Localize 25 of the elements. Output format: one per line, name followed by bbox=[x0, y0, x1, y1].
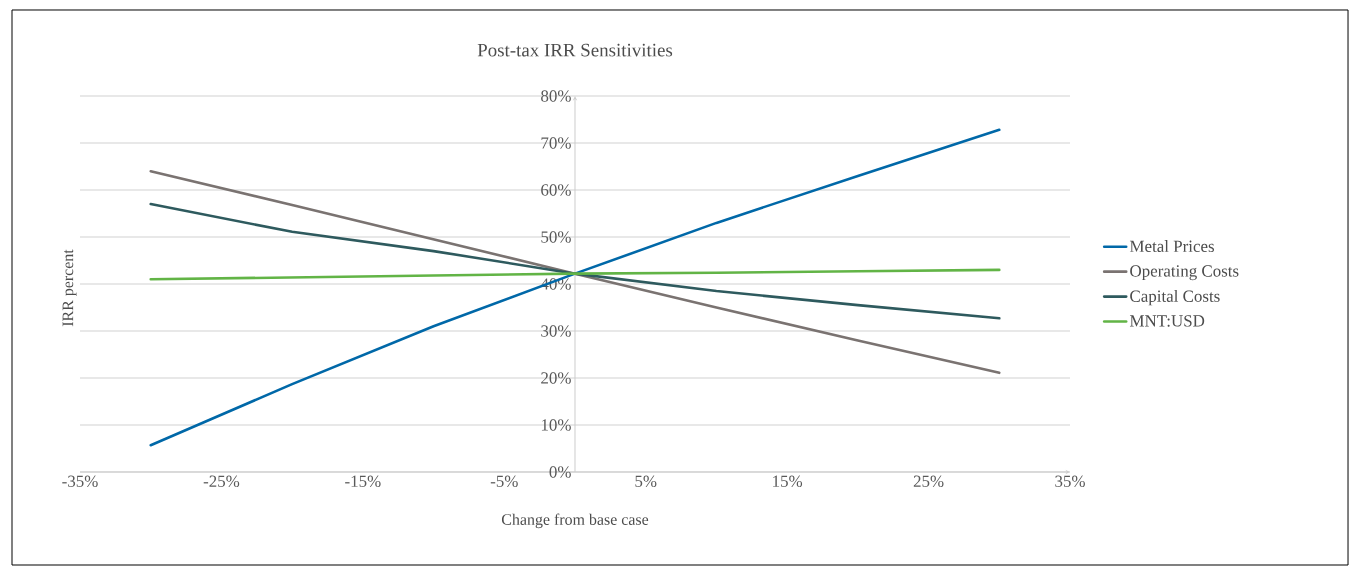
x-tick-label: -5% bbox=[490, 475, 518, 487]
legend-label: Metal Prices bbox=[1129, 240, 1214, 252]
x-tick-label: -35% bbox=[62, 475, 98, 487]
y-tick-label: 60% bbox=[541, 184, 571, 196]
y-tick-label: 80% bbox=[541, 90, 571, 102]
x-tick-label: 25% bbox=[913, 475, 944, 487]
x-tick-label: 35% bbox=[1055, 475, 1085, 487]
x-tick-label: 5% bbox=[635, 475, 657, 487]
y-tick-label: 30% bbox=[541, 325, 571, 337]
legend-label: MNT:USD bbox=[1129, 315, 1205, 327]
x-tick-label: -25% bbox=[203, 475, 240, 487]
legend-label: Operating Costs bbox=[1130, 265, 1239, 281]
y-tick-label: 20% bbox=[541, 372, 571, 384]
x-axis-title: Change from base case bbox=[501, 513, 649, 529]
y-tick-label: 70% bbox=[541, 137, 571, 149]
x-tick-label: 15% bbox=[773, 475, 803, 487]
line-series bbox=[149, 202, 1001, 320]
x-tick-label: -15% bbox=[345, 475, 381, 487]
y-tick-label: 50% bbox=[541, 231, 571, 243]
y-axis-title: IRR percent bbox=[62, 249, 77, 327]
chart-title: Post-tax IRR Sensitivities bbox=[477, 43, 673, 57]
line-series bbox=[149, 128, 1001, 447]
legend-label: Capital Costs bbox=[1130, 290, 1220, 306]
y-tick-label: 10% bbox=[541, 419, 571, 431]
y-tick-label: 0% bbox=[549, 466, 571, 478]
